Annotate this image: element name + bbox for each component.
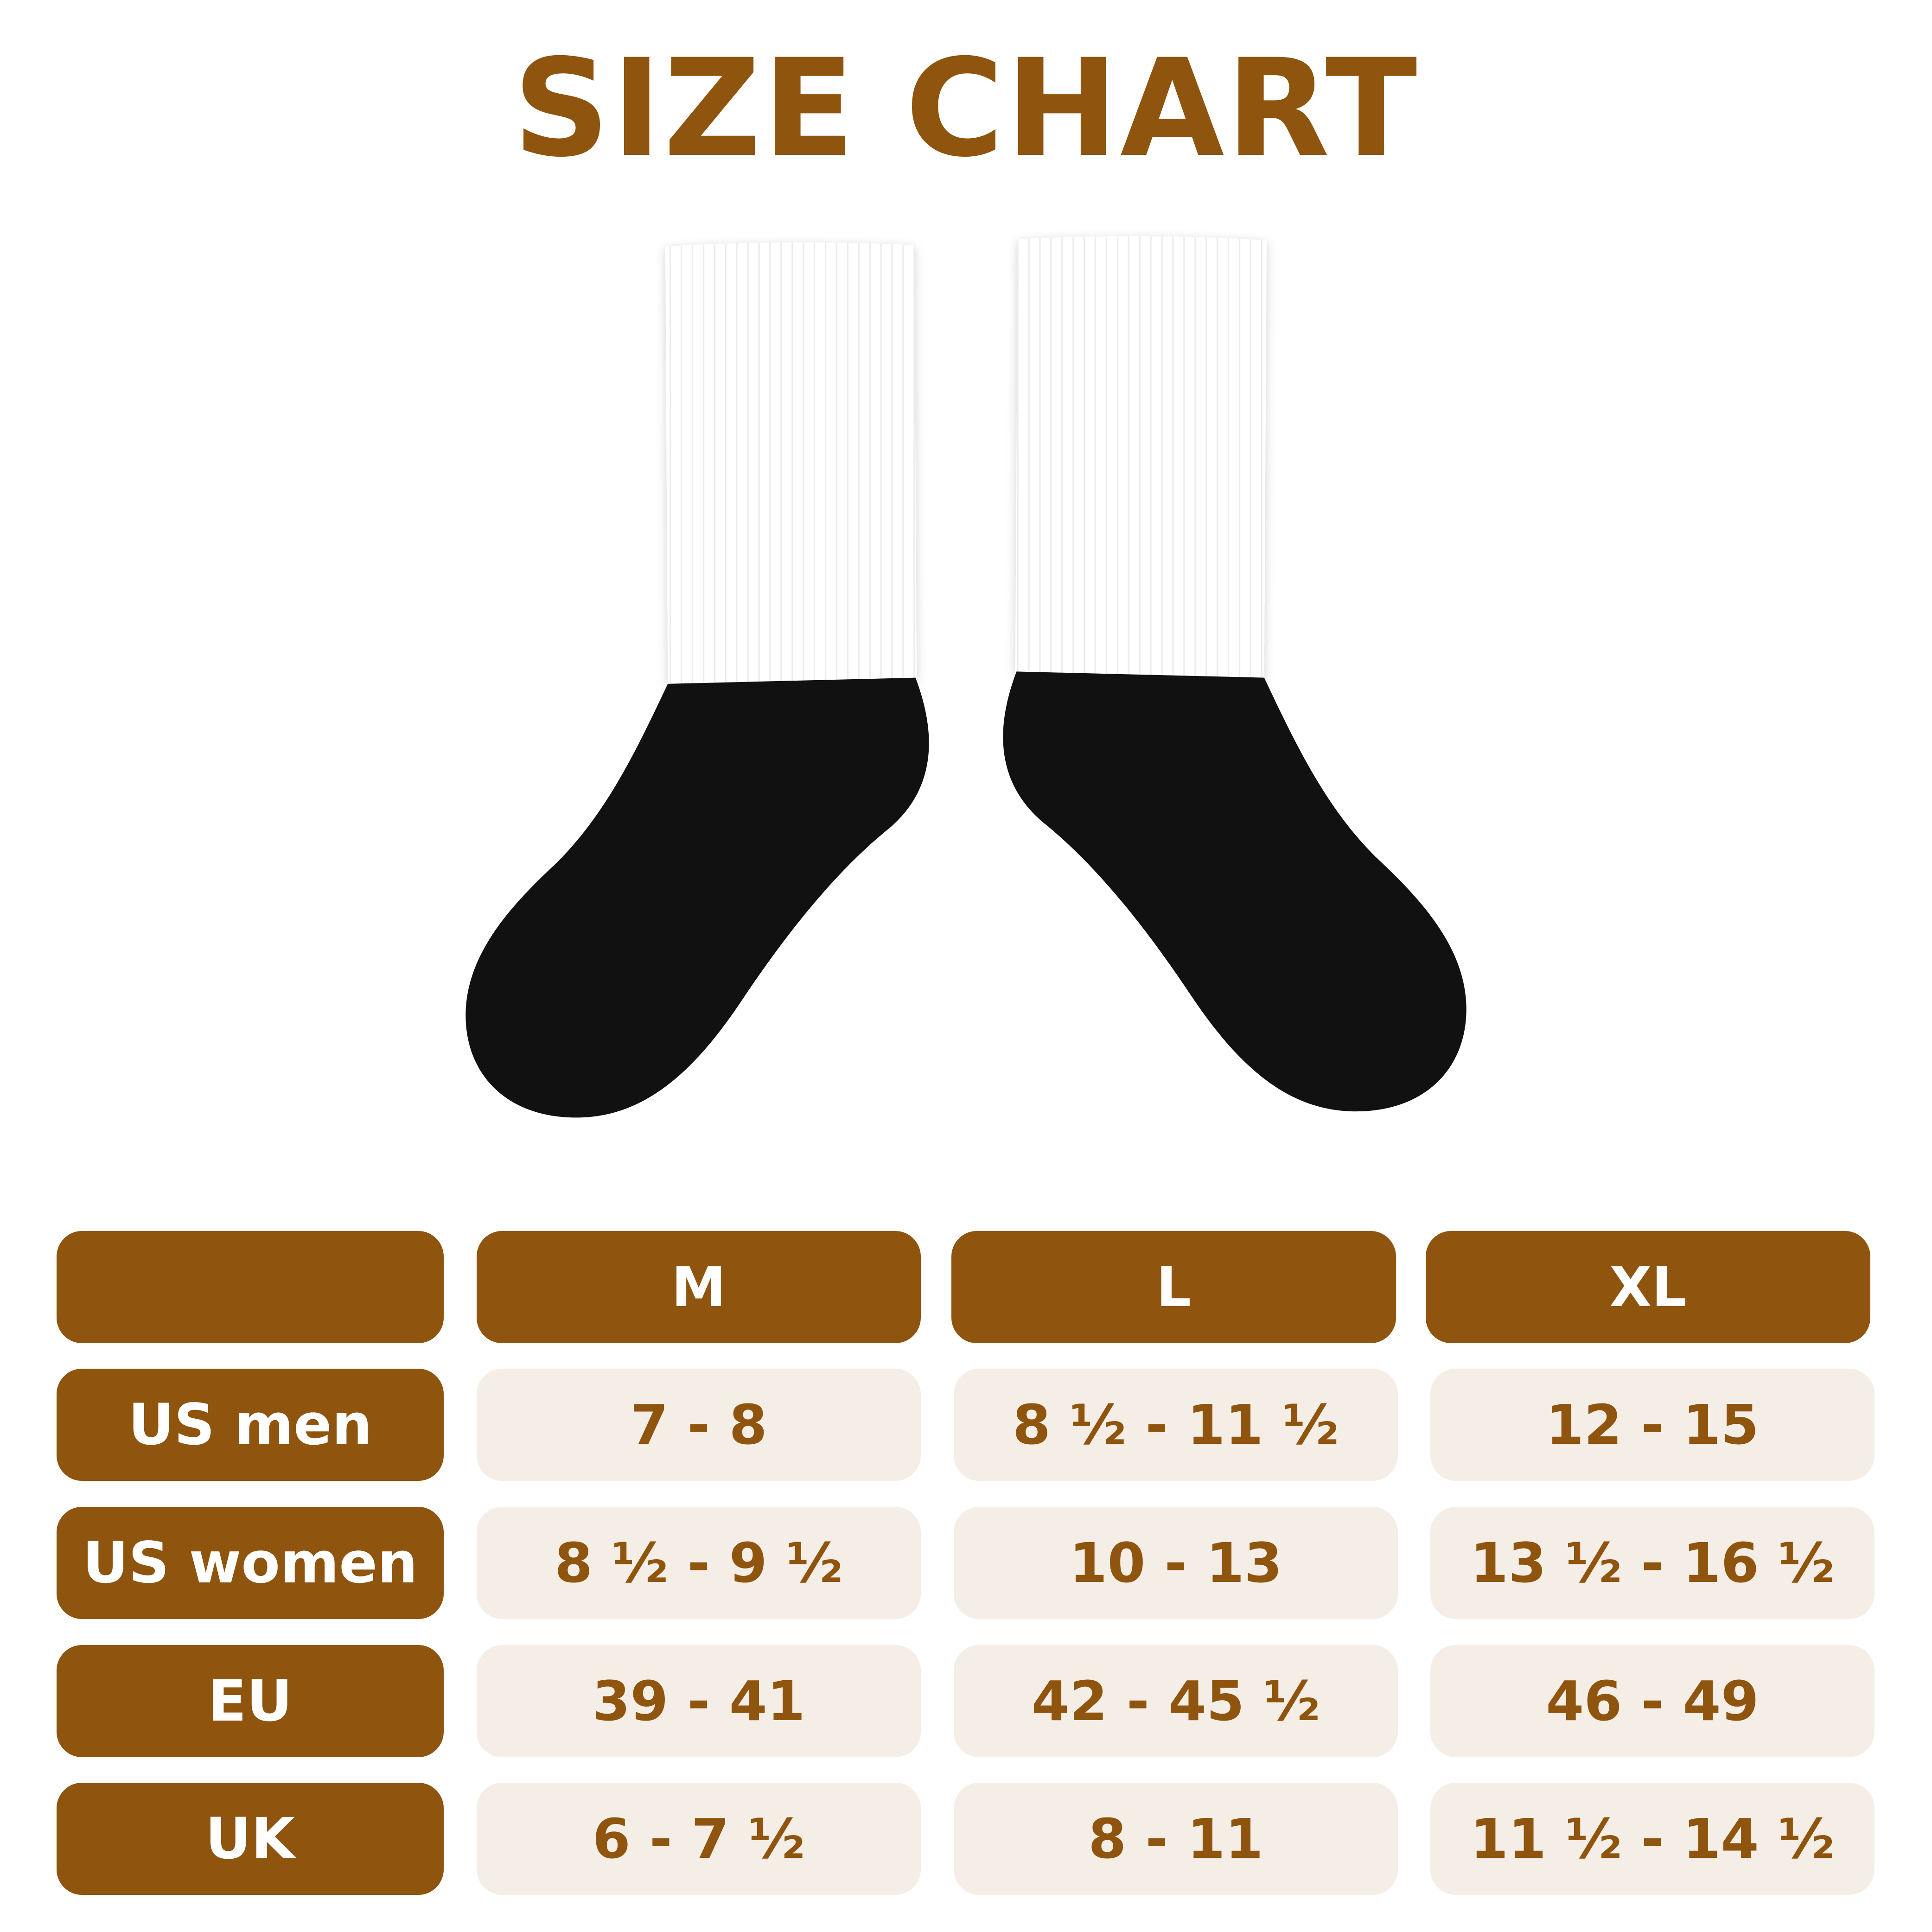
table-cell: 8 ½ - 9 ½ bbox=[477, 1507, 921, 1619]
column-header-l: L bbox=[951, 1231, 1396, 1343]
table-cell: 6 - 7 ½ bbox=[477, 1783, 921, 1895]
table-cell: 8 - 11 bbox=[954, 1783, 1398, 1895]
table-cell: 42 - 45 ½ bbox=[954, 1645, 1398, 1757]
table-cell: 11 ½ - 14 ½ bbox=[1430, 1783, 1875, 1895]
row-label-us-women: US women bbox=[57, 1507, 444, 1619]
table-cell: 10 - 13 bbox=[954, 1507, 1398, 1619]
corner-header bbox=[57, 1231, 444, 1343]
table-cell: 46 - 49 bbox=[1430, 1645, 1875, 1757]
page-title: SIZE CHART bbox=[513, 31, 1419, 187]
row-label-eu: EU bbox=[57, 1645, 444, 1757]
row-label-us-men: US men bbox=[57, 1369, 444, 1481]
table-cell: 8 ½ - 11 ½ bbox=[954, 1369, 1398, 1481]
table-cell: 39 - 41 bbox=[477, 1645, 921, 1757]
column-header-m: M bbox=[477, 1231, 921, 1343]
table-cell: 7 - 8 bbox=[477, 1369, 921, 1481]
table-cell: 13 ½ - 16 ½ bbox=[1430, 1507, 1875, 1619]
left-sock bbox=[465, 242, 929, 1118]
column-header-xl: XL bbox=[1426, 1231, 1870, 1343]
row-label-uk: UK bbox=[57, 1783, 444, 1895]
right-sock bbox=[1003, 236, 1466, 1112]
table-cell: 12 - 15 bbox=[1430, 1369, 1875, 1481]
